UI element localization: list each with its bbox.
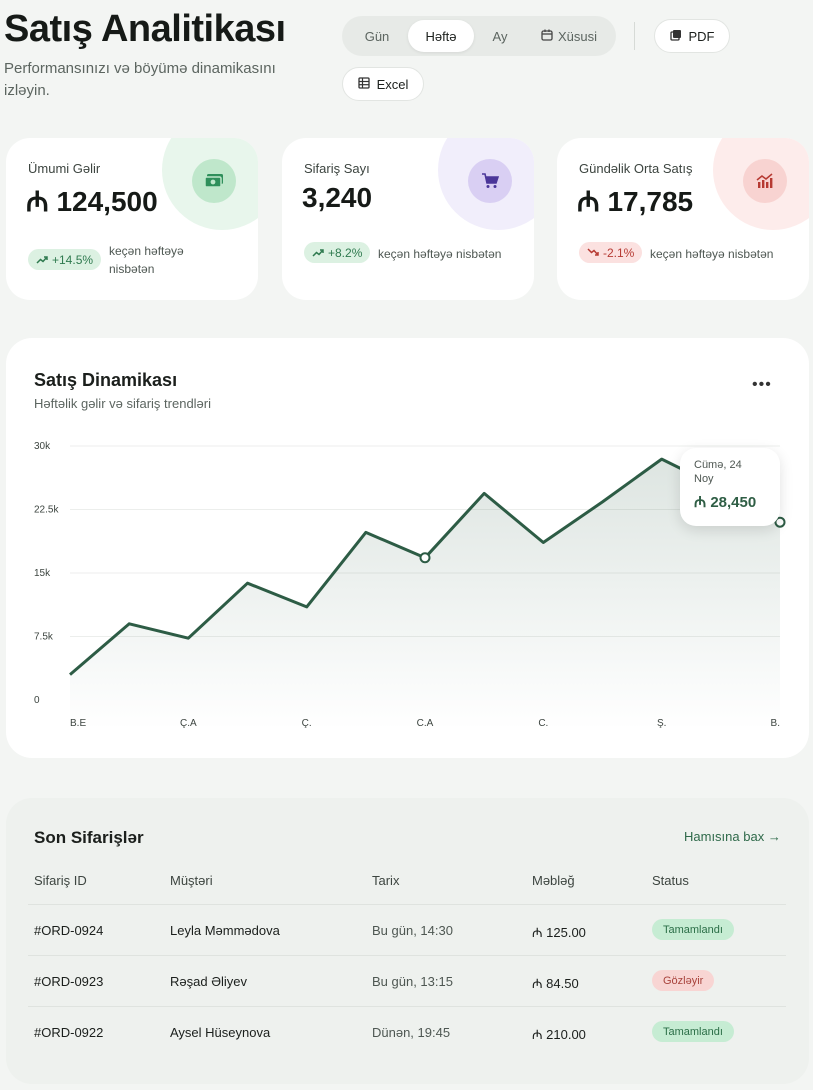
orders-title: Son Sifarişlər bbox=[34, 828, 144, 847]
toolbar-divider bbox=[634, 22, 635, 50]
status-badge: Tamamlandı bbox=[652, 919, 734, 940]
order-amount: ₼ 125.00 bbox=[532, 925, 586, 940]
chart-title: Satış Dinamikası bbox=[34, 370, 178, 390]
order-date: Bu gün, 13:15 bbox=[372, 974, 453, 989]
page-subtitle: Performansınızı və böyümə dinamikasını i… bbox=[4, 60, 276, 99]
stat-note: keçən həftəyə nisbətən bbox=[109, 244, 184, 276]
page-title: Satış Analitikası bbox=[4, 8, 286, 50]
y-tick-label: 0 bbox=[34, 695, 40, 706]
change-badge: +14.5% bbox=[28, 249, 102, 270]
order-date: Bu gün, 14:30 bbox=[372, 923, 453, 938]
stat-note: keçən həftəyə nisbətən bbox=[650, 247, 774, 261]
tooltip-value: ₼ 28,450 bbox=[694, 494, 757, 511]
tab-month[interactable]: Ay bbox=[492, 28, 508, 44]
stat-value: 3,240 bbox=[302, 182, 373, 213]
trend-up-icon bbox=[36, 253, 48, 267]
column-header-id: Sifariş ID bbox=[34, 873, 87, 888]
status-badge: Gözləyir bbox=[652, 970, 715, 991]
y-tick-label: 7.5k bbox=[34, 632, 54, 643]
stat-label: Gündəlik Orta Satış bbox=[579, 161, 693, 176]
y-tick-label: 22.5k bbox=[34, 505, 59, 516]
table-row[interactable]: #ORD-0923 Rəşad Əliyev Bu gün, 13:15 ₼ 8… bbox=[28, 955, 786, 1006]
order-amount: ₼ 210.00 bbox=[532, 1027, 586, 1042]
stat-value: ₼ 124,500 bbox=[26, 186, 158, 217]
column-header-date: Tarix bbox=[372, 873, 400, 888]
column-header-customer: Müştəri bbox=[170, 873, 213, 888]
tab-week[interactable]: Həftə bbox=[408, 20, 474, 52]
recent-orders-card: Son Sifarişlər Hamısına bax → Sifariş ID… bbox=[6, 798, 809, 1084]
chart-area-fill bbox=[70, 459, 780, 730]
cash-icon bbox=[192, 159, 236, 203]
stat-card-revenue: Ümumi Gəlir ₼ 124,500 +14.5% keçən həftə… bbox=[6, 138, 258, 300]
change-badge: -2.1% bbox=[579, 242, 643, 263]
trend-up-icon bbox=[312, 246, 324, 260]
chart-point-marker[interactable] bbox=[419, 552, 431, 564]
order-amount: ₼ 84.50 bbox=[532, 976, 579, 991]
stat-value: ₼ 17,785 bbox=[577, 186, 694, 217]
view-all-link[interactable]: Hamısına bax → bbox=[684, 829, 781, 844]
order-date: Dünən, 19:45 bbox=[372, 1025, 451, 1040]
column-header-status: Status bbox=[652, 873, 689, 888]
order-id: #ORD-0923 bbox=[34, 974, 104, 989]
stat-label: Sifariş Sayı bbox=[304, 161, 370, 176]
column-header-amount: Məbləğ bbox=[532, 873, 575, 888]
stat-note: keçən həftəyə nisbətən bbox=[378, 247, 502, 261]
tab-custom[interactable]: Xüsusi bbox=[526, 20, 612, 52]
stat-card-daily-average: Gündəlik Orta Satış ₼ 17,785 -2.1% keçən… bbox=[557, 138, 809, 300]
tooltip-date: Cümə, 24 Noy bbox=[694, 459, 742, 485]
chart-point-marker[interactable] bbox=[774, 516, 786, 528]
status-badge: Tamamlandı bbox=[652, 1021, 734, 1042]
tab-day[interactable]: Gün bbox=[364, 28, 390, 44]
order-customer: Leyla Məmmədova bbox=[170, 923, 280, 938]
calendar-icon bbox=[541, 29, 553, 44]
order-customer: Aysel Hüseynova bbox=[170, 1025, 271, 1040]
y-tick-label: 30k bbox=[34, 441, 51, 452]
table-row[interactable]: #ORD-0924 Leyla Məmmədova Bu gün, 14:30 … bbox=[28, 904, 786, 955]
change-badge: +8.2% bbox=[304, 242, 371, 263]
table-row[interactable]: #ORD-0922 Aysel Hüseynova Dünən, 19:45 ₼… bbox=[28, 1006, 786, 1057]
export-excel-button[interactable]: Excel bbox=[342, 67, 424, 101]
chart-subtitle: Həftəlik gəlir və sifariş trendləri bbox=[34, 396, 212, 411]
y-tick-label: 15k bbox=[34, 568, 51, 579]
export-pdf-button[interactable]: PDF bbox=[654, 19, 730, 53]
more-options-button[interactable]: ••• bbox=[752, 376, 772, 393]
chart-icon bbox=[743, 159, 787, 203]
pdf-icon bbox=[669, 29, 682, 44]
stat-card-orders: Sifariş Sayı 3,240 +8.2% keçən həftəyə n… bbox=[282, 138, 534, 300]
order-id: #ORD-0924 bbox=[34, 923, 104, 938]
stat-label: Ümumi Gəlir bbox=[28, 161, 101, 176]
order-id: #ORD-0922 bbox=[34, 1025, 104, 1040]
trend-down-icon bbox=[587, 246, 599, 260]
cart-icon bbox=[468, 159, 512, 203]
chart-tooltip: Cümə, 24 Noy ₼ 28,450 bbox=[680, 448, 780, 526]
period-switcher: Gün Həftə Ay Xüsusi bbox=[342, 16, 616, 56]
sales-chart-card: Satış Dinamikası Həftəlik gəlir və sifar… bbox=[6, 338, 809, 758]
order-customer: Rəşad Əliyev bbox=[170, 974, 247, 989]
spreadsheet-icon bbox=[357, 76, 370, 92]
